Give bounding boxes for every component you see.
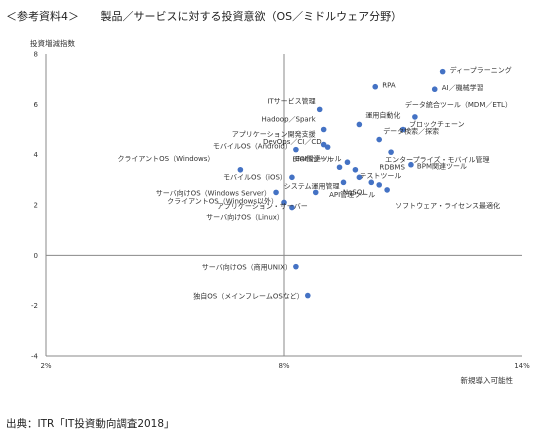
y-tick-label: 4 [34,151,39,159]
data-point [336,164,343,171]
point-label: EAI関連ツール [295,154,341,163]
point-label: アプリケーション・サーバー [217,202,308,210]
data-point [384,187,390,193]
header-title: 製品／サービスに対する投資意欲（OS／ミドルウェア分野） [100,10,403,23]
data-point [289,204,295,211]
y-tick-label: 2 [34,202,38,210]
data-point [237,166,244,173]
y-tick-label: -2 [31,302,38,310]
data-point [281,199,287,206]
data-point [372,83,379,90]
point-label: 独自OS（メインフレームOSなど） [193,292,304,301]
point-label: Hadoop／Spark [262,116,317,124]
point-label: BPM関連ツール [417,162,467,171]
data-point [305,292,311,299]
point-label: データ検索／探索 [383,127,439,136]
point-label: サーバ向けOS（Windows Server） [156,188,271,197]
data-point [400,126,406,133]
data-point [312,189,319,196]
source-note: 出典：ITR「IT投資動向調査2018」 [6,418,175,430]
data-point [293,263,299,270]
data-point [376,136,383,143]
data-point [412,114,418,120]
point-label: クライアントOS（Windows以外） [167,196,278,205]
y-tick-label: -4 [31,353,39,361]
x-axis-label: 新規導入可能性 [461,375,514,385]
data-point [289,174,295,181]
data-point [356,174,363,181]
x-tick-label: 14% [514,362,530,370]
header-number: ＜参考資料4＞ [6,10,79,23]
data-point [368,179,375,186]
point-label: RDBMS [379,163,405,171]
point-label: NoSQL [343,188,366,196]
point-label: ソフトウェア・ライセンス最適化 [395,201,500,210]
data-point [431,86,438,93]
point-label: アプリケーション開発支援 [232,130,316,139]
point-label: エンタープライズ・モバイル管理 [385,155,489,164]
point-label: ITサービス管理 [267,96,315,105]
data-point [352,166,359,173]
data-point [388,149,394,155]
page-header: ＜参考資料4＞ 製品／サービスに対する投資意欲（OS／ミドルウェア分野） [6,8,402,24]
point-label: DevOps／CI／CD [263,138,322,146]
point-label: モバイルOS（Android） [213,143,292,151]
point-label: サーバ向けOS（Linux） [206,213,284,222]
data-point [356,121,363,128]
point-label: テストツール [359,172,401,180]
y-tick-label: 6 [34,101,39,109]
point-label: データ統合ツール（MDM／ETL） [405,100,512,109]
y-axis-label: 投資増減指数 [30,38,75,48]
point-label: モバイルOS（iOS） [223,173,287,181]
point-label: システム運用管理 [284,181,340,190]
data-point [439,68,446,75]
data-point [344,159,351,166]
x-tick-label: 2% [40,362,51,370]
x-tick-label: 8% [278,362,289,370]
point-label: サーバ向けOS（商用UNIX） [202,263,292,272]
point-label: 運用自動化 [365,110,400,119]
y-tick-label: 0 [34,252,38,260]
point-label: BRMSツール [292,155,333,163]
y-tick-label: 8 [34,51,38,59]
point-label: RPA [382,82,396,90]
point-label: ブロックチェーン [409,120,465,129]
point-label: AI／機械学習 [442,83,484,92]
plot-axes: -4 -2 0 2 4 6 8 2% 8% 14% [31,51,530,371]
data-point [408,161,414,168]
data-point [316,106,323,113]
point-label: クライアントOS（Windows） [117,155,214,163]
point-label: ディープラーニング [450,66,512,75]
data-point [376,182,383,188]
point-label: API管理ツール [329,190,375,199]
data-point [273,189,279,196]
data-point [293,146,299,153]
data-point [340,179,347,186]
data-point [324,144,331,150]
data-point [320,126,327,133]
